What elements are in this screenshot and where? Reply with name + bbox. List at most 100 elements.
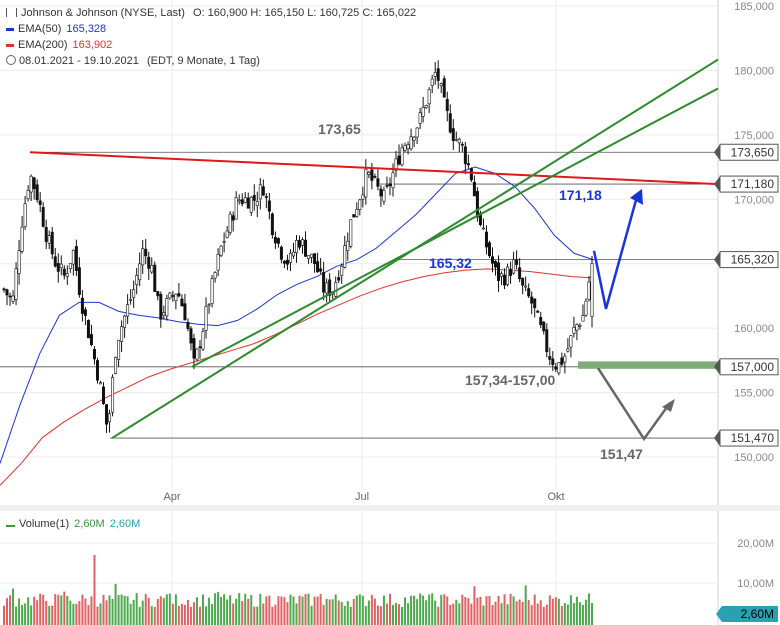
candle-body: [539, 317, 543, 326]
volume-bar: [322, 604, 325, 625]
candle-body: [500, 273, 504, 277]
volume-bar: [548, 595, 551, 625]
candle-body: [379, 188, 383, 197]
volume-bar: [159, 596, 162, 625]
volume-bar: [497, 595, 500, 625]
candlesticks: [2, 60, 594, 433]
volume-bar: [431, 593, 434, 625]
volume-bar: [581, 604, 584, 625]
candle-body: [415, 127, 419, 138]
volume-bar: [208, 597, 211, 625]
chart-type-icon[interactable]: [6, 8, 17, 17]
volume-bar: [268, 595, 271, 625]
x-tick-label: Jul: [355, 491, 369, 503]
volume-bar: [129, 603, 132, 625]
volume-bar: [464, 597, 467, 625]
volume-bar: [147, 597, 150, 625]
volume-bar: [54, 594, 57, 625]
candle-body: [177, 293, 181, 297]
volume-bar: [48, 606, 51, 625]
candle-body: [358, 199, 362, 210]
candle-body: [255, 201, 259, 206]
candle-body: [35, 184, 39, 201]
candle-body: [59, 263, 63, 269]
candle-body: [62, 268, 66, 276]
volume-bar: [379, 606, 382, 625]
candle-body: [237, 199, 241, 202]
volume-bar: [572, 603, 575, 625]
volume-bar: [554, 597, 557, 625]
volume-bar: [177, 606, 180, 625]
volume-bar: [298, 595, 301, 625]
candle-body: [38, 200, 42, 205]
volume-bar: [352, 598, 355, 625]
candle-body: [328, 279, 332, 296]
y-tick-label: 160,000: [734, 323, 774, 335]
volume-bar: [530, 605, 533, 625]
candle-body: [457, 138, 461, 144]
ema50-value: 165,328: [66, 23, 107, 35]
candle-body: [189, 328, 193, 344]
candle-body: [307, 255, 311, 259]
ema200-path: [0, 268, 594, 486]
panel-separator: [0, 505, 780, 511]
candle-body: [560, 357, 564, 365]
volume-bar: [416, 599, 419, 625]
volume-bar: [569, 595, 572, 625]
candle-body: [261, 186, 265, 196]
volume-bar: [265, 596, 268, 625]
volume-bar: [205, 606, 208, 625]
candle-body: [442, 78, 446, 98]
candle-body: [551, 358, 555, 365]
volume-bar: [238, 593, 241, 625]
candle-body: [572, 326, 576, 334]
volume-bar: [349, 606, 352, 625]
volume-bar: [575, 596, 578, 625]
candle-body: [518, 267, 522, 280]
volume-bar: [232, 603, 235, 625]
bearish-arrow: [596, 367, 672, 442]
volume-bar: [422, 595, 425, 625]
volume-bar: [398, 604, 401, 625]
volume-bar: [3, 605, 5, 625]
candle-body: [186, 321, 190, 329]
candle-body: [590, 263, 594, 317]
volume-bar: [437, 606, 440, 625]
legend-ema50[interactable]: EMA(50) 165,328: [6, 23, 106, 35]
volume-bar: [78, 601, 81, 625]
candle-body: [370, 169, 374, 181]
candle-body: [475, 191, 479, 218]
candle-body: [515, 259, 519, 265]
candle-body: [454, 139, 458, 141]
volume-bar: [108, 595, 111, 625]
level-label-text: 151,470: [731, 431, 775, 445]
ema50-swatch: [6, 27, 14, 31]
volume-legend[interactable]: Volume(1) 2,60M 2,60M: [6, 517, 140, 530]
volume-bar: [214, 593, 217, 625]
volume-bar: [174, 594, 177, 625]
volume-bar: [57, 594, 60, 625]
volume-bar: [247, 598, 250, 625]
resistance-trendline: [29, 151, 719, 186]
candle-body: [114, 357, 118, 374]
candle-body: [240, 199, 244, 205]
volume-bar: [533, 594, 536, 625]
candle-body: [509, 268, 513, 276]
volume-bar: [81, 594, 84, 625]
volume-bar: [479, 596, 482, 625]
candle-body: [490, 256, 494, 264]
volume-bar: [539, 600, 542, 625]
candle-body: [364, 169, 368, 198]
volume-bar: [75, 603, 78, 625]
volume-bar: [217, 591, 220, 625]
volume-bar: [434, 600, 437, 625]
volume-bar: [557, 598, 560, 625]
level-label-text: 173,650: [731, 145, 775, 159]
volume-bar: [162, 598, 165, 625]
volume-bar: [310, 605, 313, 625]
candle-body: [575, 324, 579, 331]
volume-bar: [542, 606, 545, 625]
legend-ema200[interactable]: EMA(200) 163,902: [6, 39, 112, 51]
candle-body: [71, 250, 75, 265]
candle-body: [542, 321, 546, 332]
